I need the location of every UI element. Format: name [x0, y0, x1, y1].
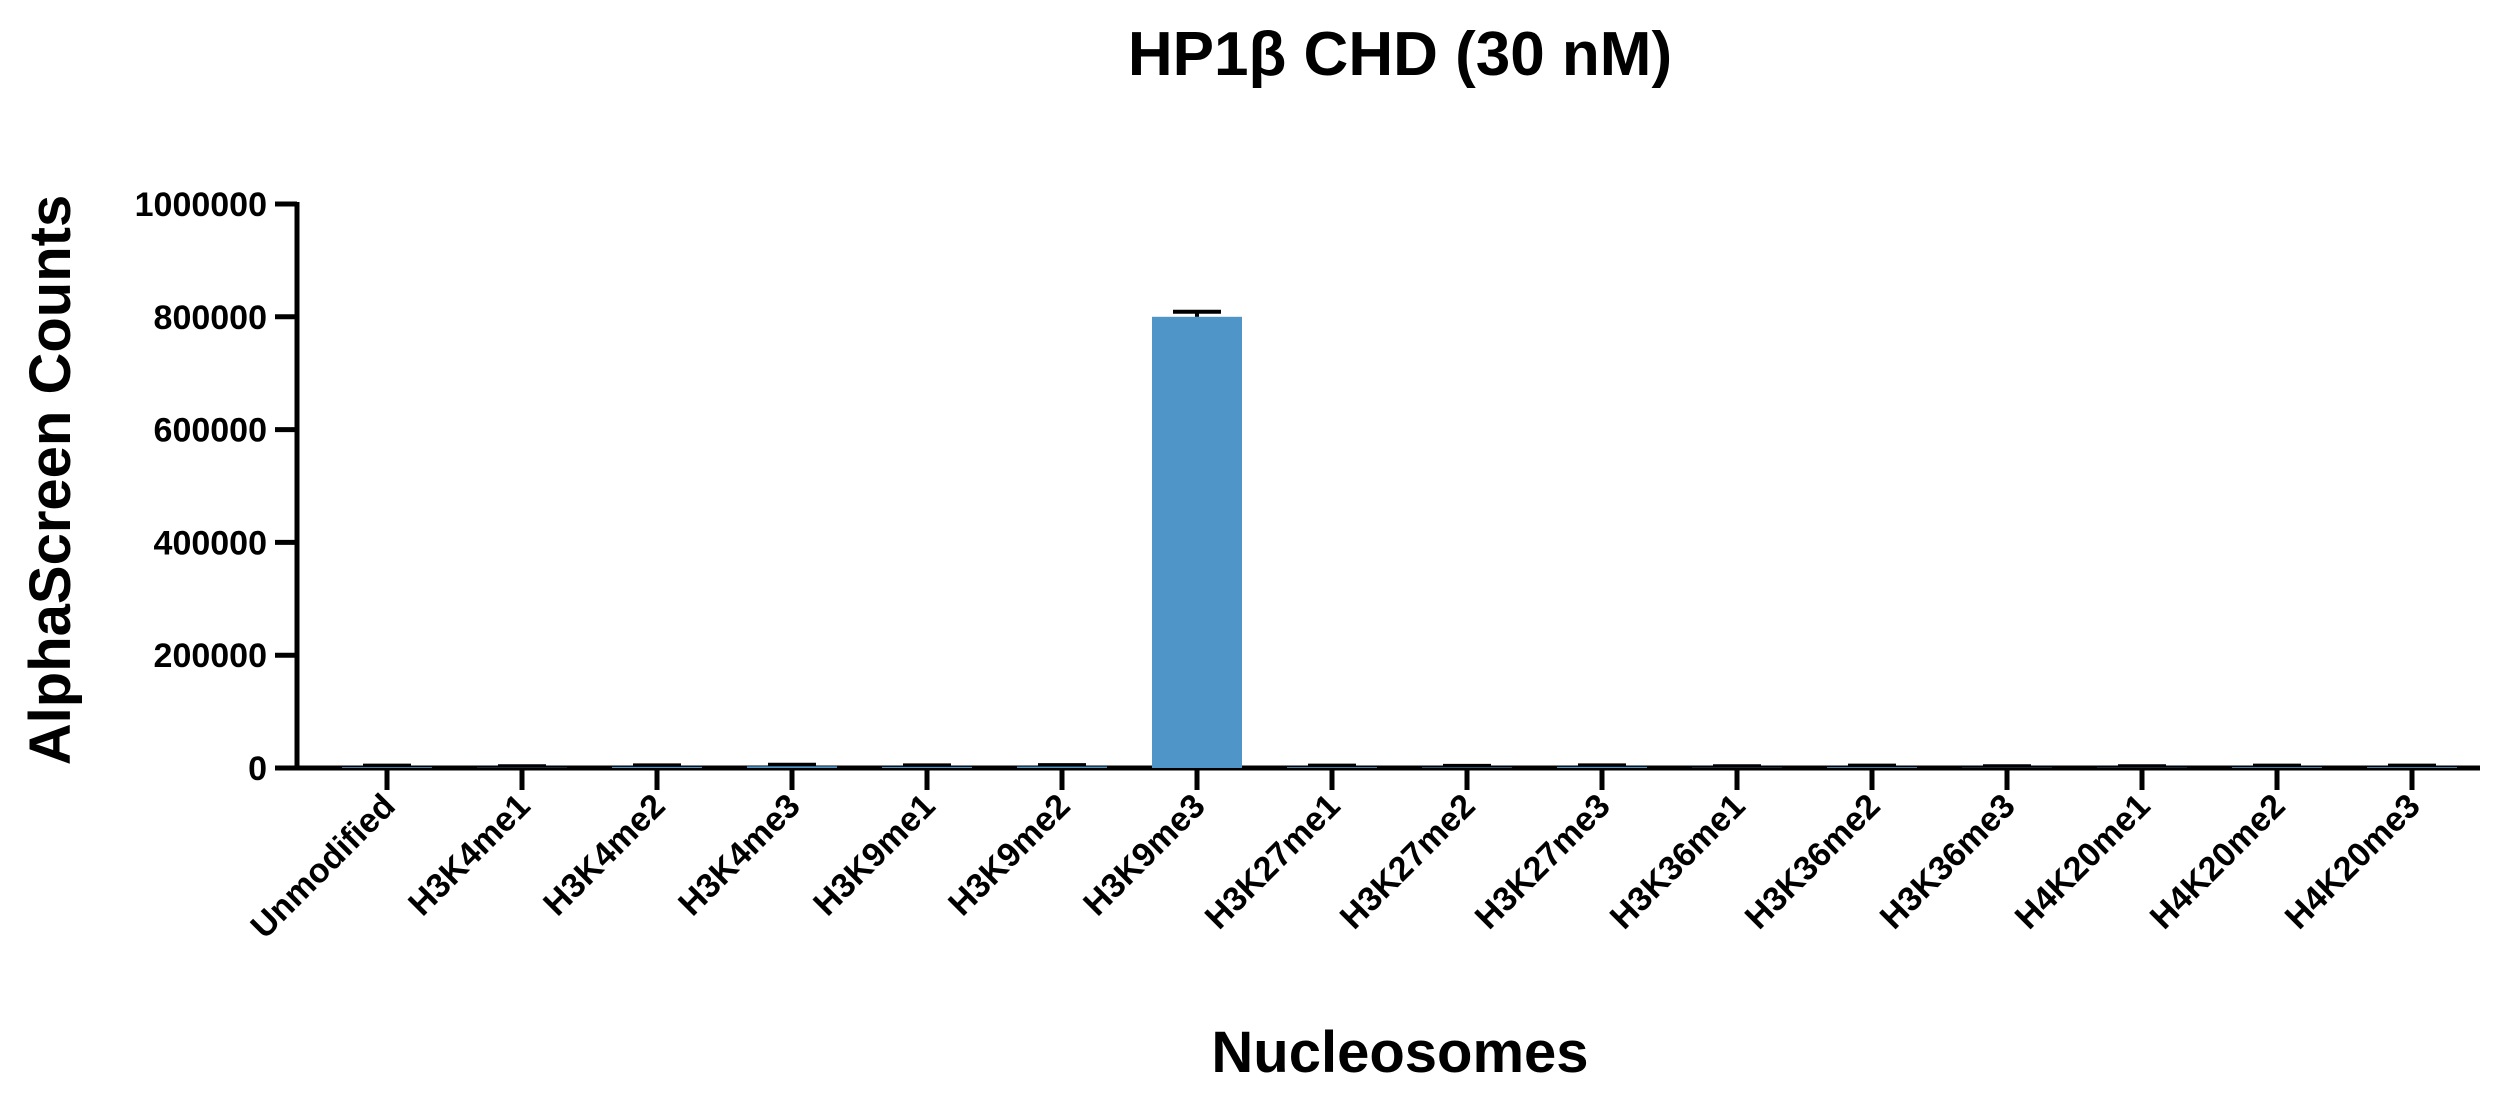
bar	[1422, 767, 1512, 768]
x-tick-label: H3K36me2	[1738, 787, 1888, 937]
bar	[1287, 767, 1377, 768]
y-axis: 0 200000 400000 600000 800000 1000000	[135, 186, 300, 788]
x-tick-label: H3K36me1	[1603, 787, 1753, 937]
x-tick-label: H3K9me1	[806, 787, 942, 923]
x-tick-label: H3K27me3	[1468, 787, 1618, 937]
y-tick-label: 200000	[154, 637, 267, 675]
bar	[882, 766, 972, 768]
y-tick-label: 1000000	[135, 186, 267, 224]
y-axis-title: AlphaScreen Counts	[18, 195, 83, 765]
y-tick-label: 0	[248, 750, 267, 788]
x-axis-title: Nucleosomes	[1211, 1020, 1588, 1085]
x-tick-label: H3K4me1	[401, 787, 537, 923]
x-tick-label: H3K27me2	[1333, 787, 1483, 937]
chart-title: HP1β CHD (30 nM)	[1128, 20, 1672, 89]
bar	[1557, 766, 1647, 768]
bars	[342, 309, 2457, 768]
y-tick-label: 800000	[154, 299, 267, 337]
x-tick-label: H3K4me2	[536, 787, 672, 923]
x-tick-label: H3K27me1	[1198, 787, 1348, 937]
x-tick-label: H4K20me3	[2278, 787, 2428, 937]
bar	[747, 766, 837, 768]
bar	[1827, 767, 1917, 768]
x-tick-label: H4K20me2	[2143, 787, 2293, 937]
y-tick-label: 600000	[154, 412, 267, 450]
bar	[612, 766, 702, 768]
bar	[2232, 767, 2322, 768]
x-axis: UnmodifiedH3K4me1H3K4me2H3K4me3H3K9me1H3…	[244, 765, 2480, 946]
bar	[1017, 766, 1107, 768]
y-tick-label: 400000	[154, 524, 267, 562]
bar	[342, 767, 432, 768]
bar	[1152, 316, 1242, 768]
x-tick-label: H3K9me2	[941, 787, 1077, 923]
x-tick-label: H3K9me3	[1076, 787, 1212, 923]
x-tick-label: H3K4me3	[671, 787, 807, 923]
bar	[2367, 767, 2457, 768]
x-tick-label: H4K20me1	[2008, 787, 2158, 937]
x-tick-label: Unmodified	[244, 787, 403, 946]
x-tick-label: H3K36me3	[1873, 787, 2023, 937]
